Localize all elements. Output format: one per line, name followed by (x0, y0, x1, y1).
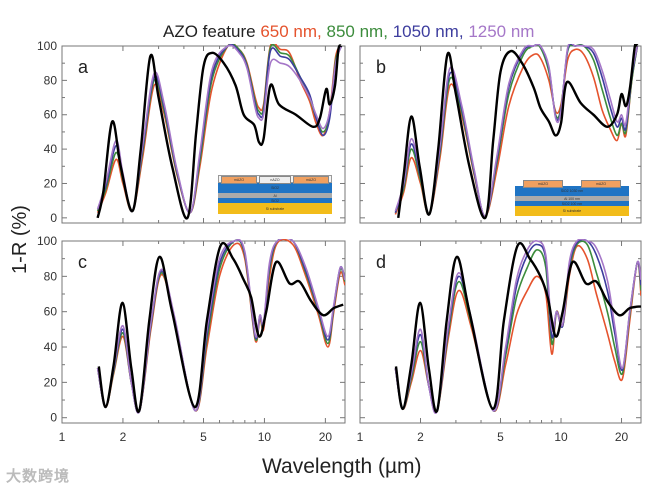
legend-850: 850 nm, (326, 22, 388, 41)
series-line-no-feature (96, 44, 343, 220)
legend-1250: 1250 nm (468, 22, 535, 41)
panel-c: 0 20 40 60 80 100 1 2 5 10 20 c (37, 234, 346, 444)
panel-label: d (376, 252, 386, 272)
inset-structure-b: mAZO mAZO SiO2 1030 nm Al 100 nm SiO2 10… (515, 180, 629, 220)
legend: AZO feature 650 nm, 850 nm, 1050 nm, 125… (163, 22, 534, 42)
y-tick-label: 60 (44, 108, 58, 122)
x-tick-label: 20 (319, 430, 333, 444)
inset-layer-sio2-top: SiO2 (218, 183, 332, 193)
y-tick-label: 0 (50, 411, 57, 425)
inset-azo-2: mAZO (581, 180, 621, 188)
inset-layer-si: Si substrate (515, 206, 629, 216)
panel-label: b (376, 57, 386, 77)
x-tick-label: 1 (59, 430, 66, 444)
y-tick-label: 40 (44, 142, 58, 156)
panel-label: a (78, 57, 89, 77)
x-axis-label: Wavelength (µm) (262, 455, 422, 478)
y-tick-label: 60 (44, 305, 58, 319)
series-line-no-feature (394, 241, 641, 414)
series-line-no-feature (97, 241, 344, 414)
y-tick-label: 40 (44, 340, 58, 354)
series-line-1250-nm (394, 239, 641, 414)
legend-1050: 1050 nm, (392, 22, 464, 41)
legend-650: 650 nm, (260, 22, 322, 41)
series-line-no-feature (397, 44, 639, 220)
y-tick-label: 80 (44, 73, 58, 87)
inset-azo-1: mAZO (221, 176, 257, 184)
inset-structure-a: mAZO nAZO mAZO SiO2 Al SiO2 Si substrate (218, 175, 332, 218)
x-tick-label: 2 (417, 430, 424, 444)
inset-layer-sio2-bottom: SiO2 100 nm (515, 201, 629, 206)
x-tick-label: 5 (497, 430, 504, 444)
x-tick-label: 20 (615, 430, 629, 444)
x-tick-label: 10 (554, 430, 568, 444)
panel-d: 1 2 5 10 20 d (357, 239, 642, 444)
y-tick-label: 20 (44, 375, 58, 389)
x-tick-label: 1 (357, 430, 364, 444)
x-tick-label: 2 (120, 430, 127, 444)
inset-azo-3: mAZO (293, 176, 329, 184)
y-tick-label: 80 (44, 269, 58, 283)
legend-prefix: AZO feature (163, 22, 256, 41)
inset-layer-sio2-bottom: SiO2 (218, 198, 332, 203)
series-line-1250-nm (96, 239, 345, 414)
y-axis-label: 1-R (%) (8, 205, 31, 274)
y-tick-label: 20 (44, 176, 58, 190)
x-tick-label: 10 (258, 430, 272, 444)
inset-layer-al: Al (218, 193, 332, 198)
inset-layer-sio2-top: SiO2 1030 nm (515, 186, 629, 196)
y-tick-label: 100 (37, 39, 57, 53)
watermark: 大数跨境 (6, 468, 71, 485)
x-tick-label: 5 (200, 430, 207, 444)
panel-label: c (78, 252, 87, 272)
y-tick-label: 0 (50, 211, 57, 225)
inset-layer-si: Si substrate (218, 203, 332, 214)
y-tick-label: 100 (37, 234, 57, 248)
inset-layer-al: Al 100 nm (515, 196, 629, 201)
inset-azo-1: mAZO (523, 180, 563, 188)
inset-azo-2: nAZO (259, 176, 291, 184)
